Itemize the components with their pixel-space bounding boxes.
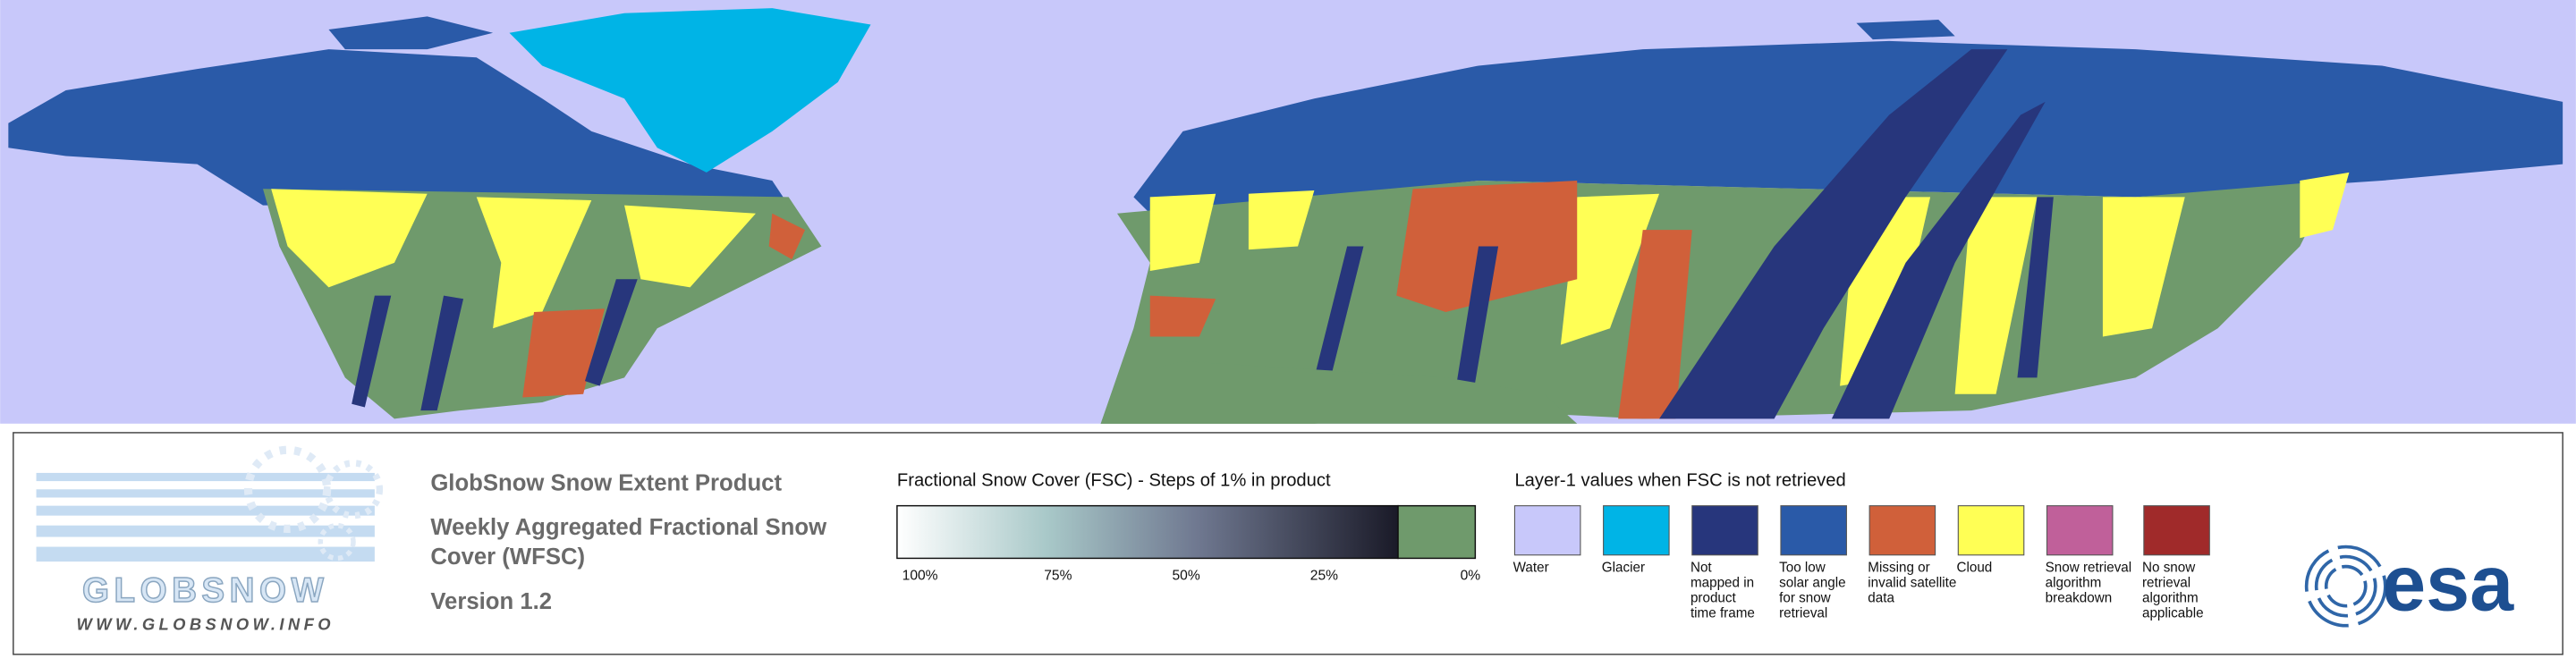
legend-swatch xyxy=(1513,505,1581,556)
product-title: GlobSnow Snow Extent Product xyxy=(430,471,782,496)
eurasia-cloud xyxy=(1149,172,2350,394)
eurasia-north xyxy=(1133,40,2563,214)
legend-label: invalid satellite xyxy=(1868,576,1956,591)
map xyxy=(0,0,2576,424)
legend-label: algorithm xyxy=(2142,591,2199,606)
legend-label: algorithm xyxy=(2046,576,2102,591)
logo-stripe xyxy=(36,472,375,482)
esa-swirl xyxy=(2324,564,2368,608)
logo-stripe xyxy=(36,505,375,516)
legend-label: Cloud xyxy=(1956,560,1992,575)
legend-swatch xyxy=(2046,505,2114,556)
legend-swatch xyxy=(1780,505,1847,556)
north-america-north xyxy=(8,49,789,206)
legend-label: Snow retrieval xyxy=(2046,560,2132,575)
legend-swatch xyxy=(1957,505,2025,556)
fsc-tick-label: 0% xyxy=(1461,569,1481,584)
legend-swatch xyxy=(1603,505,1670,556)
legend-label: mapped in xyxy=(1690,576,1754,591)
legend-label: Too low xyxy=(1779,560,1826,575)
legend-swatch xyxy=(1691,505,1758,556)
legend-label: breakdown xyxy=(2046,591,2113,606)
legend-label: product xyxy=(1690,591,1737,606)
eurasia-missing xyxy=(1149,181,1692,419)
greenland xyxy=(509,8,871,173)
globsnow-logo: GLOBSNOW WWW.GLOBSNOW.INFO xyxy=(36,445,384,634)
fsc-title: Fractional Snow Cover (FSC) - Steps of 1… xyxy=(897,470,1331,490)
eurasia-not-mapped xyxy=(1314,49,2054,419)
legend-label: for snow xyxy=(1779,591,1832,606)
fsc-scale: Fractional Snow Cover (FSC) - Steps of 1… xyxy=(896,470,1481,584)
fsc-tick-label: 100% xyxy=(902,569,938,584)
snowflake xyxy=(323,460,384,519)
layer1-title: Layer-1 values when FSC is not retrieved xyxy=(1514,470,1845,490)
esa-swirl xyxy=(2314,554,2377,618)
fsc-gradient xyxy=(896,504,1399,560)
legend-swatch xyxy=(2143,505,2210,556)
fsc-zero-swatch xyxy=(1397,504,1477,560)
legend-label: Missing or xyxy=(1868,560,1929,575)
product-subtitle: Weekly Aggregated Fractional Snow xyxy=(430,515,827,540)
legend-label: Water xyxy=(1513,560,1549,575)
product-subtitle: Cover (WFSC) xyxy=(430,545,585,570)
snowflake xyxy=(318,522,356,561)
legend-label: Glacier xyxy=(1602,560,1645,575)
logo-stripe xyxy=(36,489,375,498)
fsc-tick-label: 25% xyxy=(1310,569,1338,584)
logo-stripe xyxy=(36,546,375,562)
legend-label: solar angle xyxy=(1779,576,1846,591)
layer1-legend: Layer-1 values when FSC is not retrieved… xyxy=(1513,470,2210,621)
legend-label: data xyxy=(1868,591,1894,606)
logo-url: WWW.GLOBSNOW.INFO xyxy=(77,615,335,634)
agency-name: esa xyxy=(2382,539,2514,628)
legend-label: applicable xyxy=(2142,606,2204,621)
legend-label: retrieval xyxy=(1779,606,1827,621)
legend-swatch xyxy=(1868,505,1936,556)
esa-logo: esa xyxy=(2304,539,2514,628)
legend-label: time frame xyxy=(1690,606,1755,621)
missing-band xyxy=(522,213,806,398)
esa-swirl xyxy=(2304,545,2387,628)
product-version: Version 1.2 xyxy=(430,589,552,614)
fsc-tick-label: 75% xyxy=(1044,569,1072,584)
cloud-band xyxy=(271,189,756,329)
product-info: GlobSnow Snow Extent Product Weekly Aggr… xyxy=(430,471,827,614)
legend-label: Not xyxy=(1690,560,1712,575)
fsc-tick-label: 50% xyxy=(1173,569,1200,584)
legend-label: No snow xyxy=(2142,560,2196,575)
legend-label: retrieval xyxy=(2142,576,2190,591)
africa xyxy=(1100,361,1578,424)
logo-name: GLOBSNOW xyxy=(82,571,328,610)
